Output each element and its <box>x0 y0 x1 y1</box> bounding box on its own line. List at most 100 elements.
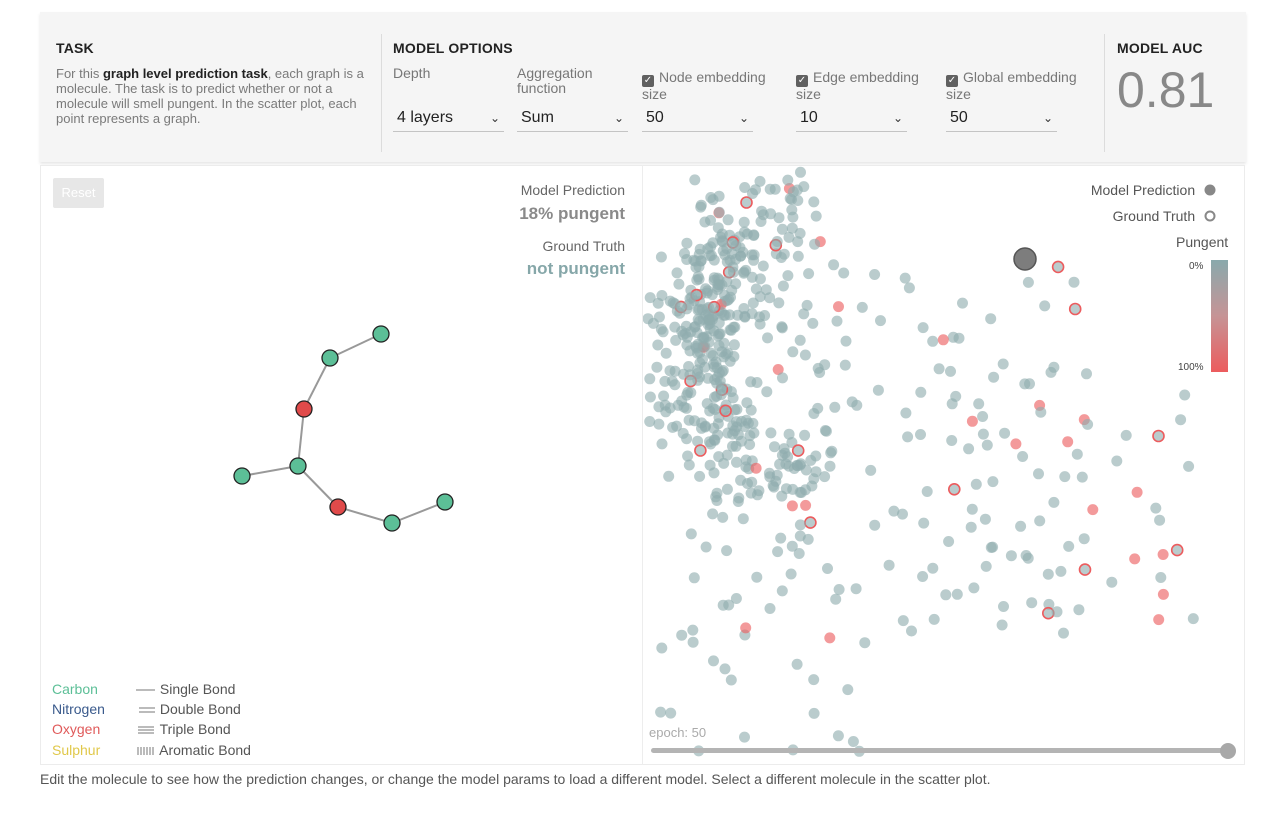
scatter-point[interactable] <box>842 684 854 696</box>
scatter-point[interactable] <box>1087 504 1099 516</box>
scatter-point[interactable] <box>685 326 697 338</box>
scatter-point[interactable] <box>652 339 664 351</box>
scatter-point[interactable] <box>1068 276 1080 288</box>
scatter-point[interactable] <box>763 467 775 479</box>
scatter-point[interactable] <box>1187 613 1199 625</box>
scatter-point[interactable] <box>804 516 817 529</box>
scatter-point[interactable] <box>783 428 795 440</box>
scatter-point[interactable] <box>739 310 751 322</box>
scatter-point[interactable] <box>691 274 703 286</box>
scatter-point[interactable] <box>780 483 792 495</box>
scatter-point[interactable] <box>746 271 758 283</box>
scatter-point[interactable] <box>683 459 695 471</box>
scatter-point[interactable] <box>808 473 820 485</box>
scatter-point[interactable] <box>900 407 912 419</box>
scatter-point[interactable] <box>740 196 753 209</box>
scatter-point[interactable] <box>681 389 693 401</box>
scatter-point[interactable] <box>715 231 727 243</box>
scatter-point[interactable] <box>739 731 750 743</box>
scatter-point[interactable] <box>1062 436 1074 448</box>
selected-molecule-point[interactable] <box>1013 247 1037 271</box>
scatter-point[interactable] <box>695 201 707 213</box>
scatter-point[interactable] <box>702 243 714 255</box>
scatter-point[interactable] <box>927 335 939 347</box>
scatter-point[interactable] <box>1129 553 1141 565</box>
scatter-point[interactable] <box>847 736 859 747</box>
epoch-slider-thumb[interactable] <box>1220 743 1236 759</box>
atom-node-carbon[interactable] <box>289 457 307 475</box>
scatter-point[interactable] <box>1155 572 1167 583</box>
scatter-point[interactable] <box>808 674 820 686</box>
scatter-point[interactable] <box>785 568 797 580</box>
node-embedding-checkbox[interactable]: ✓ <box>642 75 654 87</box>
scatter-point[interactable] <box>1183 460 1195 472</box>
scatter-point[interactable] <box>773 212 785 224</box>
molecule-graph[interactable] <box>40 165 640 665</box>
scatter-point[interactable] <box>644 373 656 385</box>
atom-node-carbon[interactable] <box>233 467 251 485</box>
scatter-point[interactable] <box>1106 576 1118 588</box>
scatter-point[interactable] <box>1017 451 1029 462</box>
scatter-point[interactable] <box>883 559 895 571</box>
scatter-point[interactable] <box>730 440 742 452</box>
scatter-point[interactable] <box>957 297 968 309</box>
scatter-point[interactable] <box>687 624 699 636</box>
scatter-point[interactable] <box>1131 486 1143 498</box>
scatter-point[interactable] <box>761 386 773 398</box>
scatter-point[interactable] <box>928 613 940 625</box>
scatter-point[interactable] <box>888 505 900 517</box>
scatter-point[interactable] <box>686 291 698 303</box>
scatter-point[interactable] <box>655 706 667 718</box>
scatter-point[interactable] <box>906 625 917 637</box>
scatter-point[interactable] <box>998 601 1009 612</box>
scatter-point[interactable] <box>700 541 712 553</box>
scatter-point[interactable] <box>730 593 742 604</box>
scatter-point[interactable] <box>735 474 747 486</box>
scatter-point[interactable] <box>750 462 762 474</box>
scatter-point[interactable] <box>745 487 757 499</box>
scatter-point[interactable] <box>794 486 806 498</box>
scatter-point[interactable] <box>787 346 799 358</box>
scatter-point[interactable] <box>968 582 980 594</box>
scatter-point[interactable] <box>717 599 729 611</box>
scatter-point[interactable] <box>764 292 776 304</box>
scatter-point[interactable] <box>824 460 836 472</box>
scatter-point[interactable] <box>744 439 756 450</box>
scatter-point[interactable] <box>977 428 989 440</box>
scatter-point[interactable] <box>671 267 683 279</box>
scatter-point[interactable] <box>755 216 767 227</box>
scatter-point[interactable] <box>782 174 794 186</box>
scatter-point[interactable] <box>917 571 929 582</box>
scatter-point[interactable] <box>809 238 821 250</box>
scatter-point[interactable] <box>757 260 769 272</box>
scatter-point[interactable] <box>802 533 814 545</box>
scatter-point[interactable] <box>721 545 733 557</box>
scatter-point[interactable] <box>869 269 881 280</box>
scatter-point[interactable] <box>856 301 868 313</box>
scatter-point[interactable] <box>794 459 806 471</box>
scatter-point[interactable] <box>777 280 789 292</box>
scatter-point[interactable] <box>711 495 723 506</box>
scatter-point[interactable] <box>708 467 720 479</box>
scatter-point[interactable] <box>810 210 822 222</box>
scatter-point[interactable] <box>776 585 788 597</box>
scatter-point[interactable] <box>996 619 1008 631</box>
scatter-point[interactable] <box>1010 438 1022 450</box>
scatter-point[interactable] <box>769 183 781 195</box>
scatter-point[interactable] <box>754 273 766 285</box>
scatter-point[interactable] <box>677 427 689 439</box>
scatter-point[interactable] <box>701 398 713 410</box>
scatter-point[interactable] <box>692 435 704 447</box>
scatter-point[interactable] <box>807 317 819 329</box>
scatter-point[interactable] <box>850 583 862 595</box>
scatter-point[interactable] <box>808 196 820 208</box>
scatter-point[interactable] <box>728 339 740 351</box>
scatter-point[interactable] <box>799 349 811 361</box>
scatter-point[interactable] <box>917 322 929 334</box>
scatter-point[interactable] <box>696 304 708 316</box>
reset-button[interactable]: Reset <box>53 178 104 208</box>
scatter-point[interactable] <box>692 364 704 376</box>
scatter-point[interactable] <box>713 451 725 463</box>
scatter-point[interactable] <box>745 404 757 416</box>
scatter-point[interactable] <box>945 365 956 377</box>
